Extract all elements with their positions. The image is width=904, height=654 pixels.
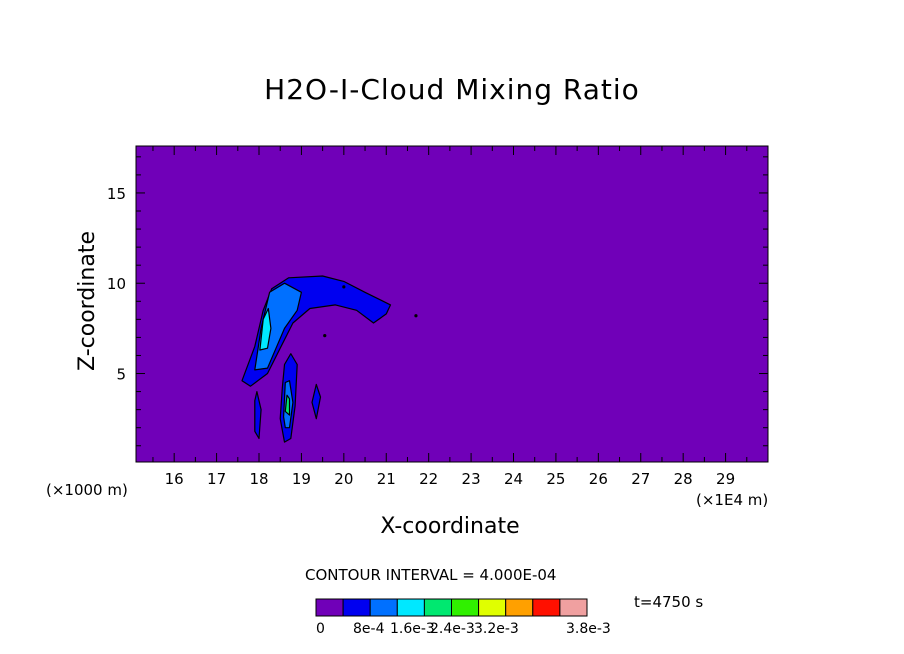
x-tick-label: 21 <box>377 470 396 488</box>
colorbar-label: 3.8e-3 <box>566 621 611 637</box>
colorbar-swatch <box>342 598 371 617</box>
colorbar-swatch <box>451 598 480 617</box>
colorbar-label: 3.2e-3 <box>474 621 519 637</box>
x-tick-label: 27 <box>631 470 650 488</box>
x-tick-label: 19 <box>292 470 311 488</box>
contour-region-7 <box>311 383 322 420</box>
contour-speck <box>342 285 346 289</box>
colorbar-label: 1.6e-3 <box>390 621 435 637</box>
time-label: t=4750 s <box>634 593 704 611</box>
x-tick-label: 29 <box>716 470 735 488</box>
y-tick-label: 15 <box>107 185 126 203</box>
colorbar-swatch <box>369 598 398 617</box>
x-axis-unit: (×1000 m) <box>46 481 128 499</box>
x-tick-label: 22 <box>419 470 438 488</box>
colorbar <box>315 598 588 617</box>
x-tick-label: 17 <box>207 470 226 488</box>
x-axis-label: X-coordinate <box>380 514 520 539</box>
colorbar-label: 8e-4 <box>353 621 385 637</box>
contour-region-6 <box>254 391 262 440</box>
colorbar-swatch <box>505 598 534 617</box>
x-tick-label: 16 <box>165 470 184 488</box>
contour-region-2 <box>259 307 272 351</box>
x-tick-label: 20 <box>334 470 353 488</box>
x-axis: 16 17 18 19 20 21 22 23 24 25 26 27 28 29 <box>152 146 748 488</box>
plot-area <box>135 145 769 463</box>
contour-region-5 <box>284 394 291 416</box>
x-tick-label: 25 <box>546 470 565 488</box>
y-axis: 5 10 15 <box>107 156 768 447</box>
contour-speck <box>323 334 327 338</box>
y-axis-label: Z-coordinate <box>75 231 100 371</box>
colorbar-swatch <box>559 598 588 617</box>
y-tick-label: 10 <box>107 275 126 293</box>
plot-frame <box>135 145 769 463</box>
colorbar-label: 0 <box>316 621 325 637</box>
chart-title: H2O-I-Cloud Mixing Ratio <box>264 73 640 106</box>
x-tick-label: 18 <box>249 470 268 488</box>
colorbar-swatch <box>532 598 561 617</box>
x-tick-label: 28 <box>674 470 693 488</box>
colorbar-swatch <box>423 598 452 617</box>
colorbar-label: 2.4e-3 <box>430 621 475 637</box>
colorbar-swatch <box>315 598 344 617</box>
colorbar-swatch <box>478 598 507 617</box>
contour-speck <box>414 314 418 318</box>
x-tick-label: 24 <box>504 470 523 488</box>
plot-background <box>136 146 768 462</box>
x-axis-unit-secondary: (×1E4 m) <box>696 491 769 509</box>
y-tick-label: 5 <box>116 366 126 384</box>
colorbar-swatch <box>396 598 425 617</box>
x-tick-label: 26 <box>589 470 608 488</box>
contour-interval-label: CONTOUR INTERVAL = 4.000E-04 <box>305 566 557 584</box>
x-tick-label: 23 <box>462 470 481 488</box>
